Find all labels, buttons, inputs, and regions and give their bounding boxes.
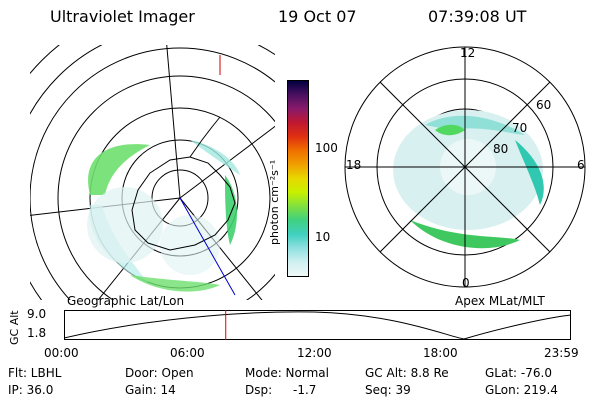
image-date: 19 Oct 07 [278,7,357,26]
xtick-2359: 23:59 [544,346,579,360]
xtick-0000: 00:00 [44,346,79,360]
sun-direction-line [179,197,236,296]
altitude-ytick-low: 1.8 [27,326,47,340]
colorbar-tick-10: 10 [315,230,331,244]
mode-info: Mode: Normal [245,366,329,380]
altitude-plot-frame [64,310,571,340]
peninsula-outline [189,116,221,158]
xtick-1200: 12:00 [297,346,332,360]
gc-alt-info: GC Alt: 8.8 Re [365,366,449,380]
antarctica-outline [131,156,236,251]
altitude-ytick-high: 9.0 [27,307,47,321]
mlt-label-6: 6 [577,158,585,172]
altitude-ylabel: GC Alt [8,310,21,345]
colorbar-tick-100: 100 [315,141,338,155]
glat-info: GLat: -76.0 [485,366,552,380]
altitude-plot [64,310,572,340]
colorbar-unit-label: photon cm⁻²s⁻¹ [268,159,281,245]
door-info: Door: Open [125,366,194,380]
mlt-label-18: 18 [346,158,362,172]
mlat-label-70: 70 [512,121,528,135]
xtick-1800: 18:00 [423,346,458,360]
ip-info: IP: 36.0 [8,383,54,397]
image-time: 07:39:08 UT [428,7,527,26]
mlt-lines [345,47,585,287]
seq-info: Seq: 39 [365,383,411,397]
gain-info: Gain: 14 [125,383,176,397]
mlat-label-80: 80 [493,142,509,156]
filter-info: Flt: LBHL [8,366,62,380]
geographic-map-panel [30,45,275,300]
mlt-label-12: 12 [460,46,476,60]
geographic-panel-label: Geographic Lat/Lon [67,294,185,308]
colorbar [287,80,309,277]
dsp-value: -1.7 [293,383,317,397]
mlt-label-0: 0 [462,276,470,290]
magnetic-polar-panel [344,46,586,288]
instrument-title: Ultraviolet Imager [50,7,195,26]
dsp-label: Dsp: [245,383,273,397]
auroral-emission [87,140,240,292]
glon-info: GLon: 219.4 [485,383,558,397]
xtick-0600: 06:00 [170,346,205,360]
magnetic-panel-label: Apex MLat/MLT [455,294,545,308]
altitude-curve [64,311,572,340]
mlat-label-60: 60 [536,98,552,112]
